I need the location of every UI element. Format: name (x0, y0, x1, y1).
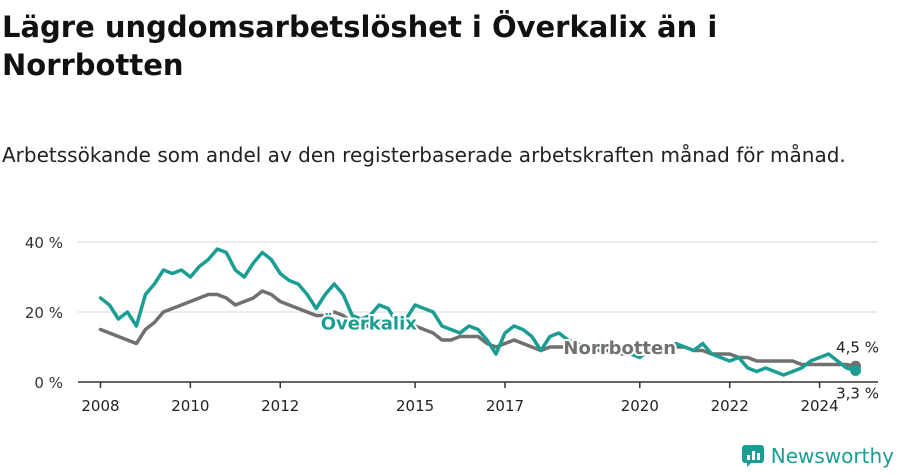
series-line-overkalix (98, 247, 858, 377)
x-tick-label: 2022 (711, 397, 749, 415)
chart-subtitle: Arbetssökande som andel av den registerb… (2, 143, 846, 167)
x-tick-label: 2010 (171, 397, 209, 415)
chart-title: Lägre ungdomsarbetslöshet i Överkalix än… (2, 10, 718, 82)
end-value-label: 4,5 % (836, 338, 879, 356)
gridlines: 0 % 20 % 40 % (25, 234, 878, 392)
brand-name: Newsworthy (770, 444, 894, 468)
x-tick-label: 2020 (621, 397, 659, 415)
series-line-norrbotten (98, 289, 858, 369)
series-label-norrbotten: Norrbotten (563, 338, 676, 359)
x-axis: 2008 2010 2012 2015 2017 2020 2022 2024 (78, 381, 878, 415)
x-tick-label: 2008 (81, 397, 119, 415)
newsworthy-brand: Newsworthy (741, 444, 894, 468)
x-tick-label: 2024 (800, 397, 838, 415)
end-point-marker (850, 364, 862, 376)
series-labels: Överkalix Norrbotten 4,5 % 3,3 % (319, 311, 881, 404)
newsworthy-logo-icon (741, 445, 764, 467)
series-lines (98, 247, 862, 377)
y-tick-label: 40 % (25, 234, 63, 252)
x-tick-label: 2015 (396, 397, 434, 415)
y-tick-label: 20 % (25, 304, 63, 322)
x-tick-label: 2012 (261, 397, 299, 415)
x-tick-label: 2017 (486, 397, 524, 415)
series-label-overkalix: Överkalix (321, 313, 418, 335)
y-tick-label: 0 % (34, 374, 63, 392)
end-value-label: 3,3 % (836, 384, 879, 402)
